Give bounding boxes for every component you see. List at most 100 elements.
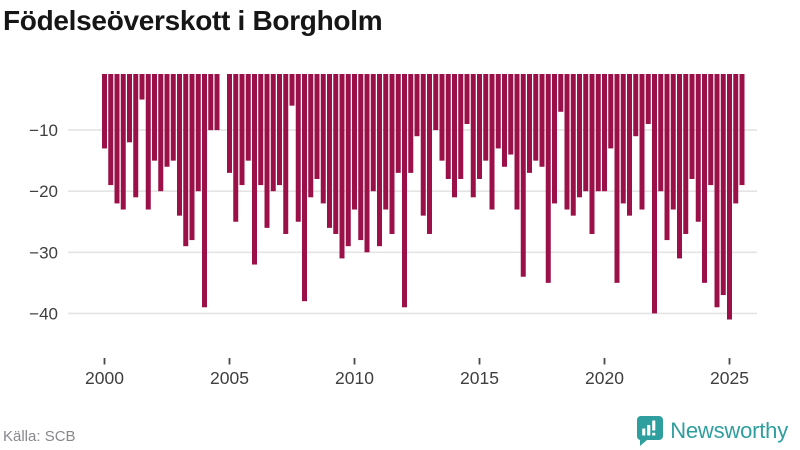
bar-2018Q2 <box>558 74 564 112</box>
bar-2001Q2 <box>133 74 139 198</box>
x-tick-label: 2005 <box>210 368 249 388</box>
bar-2001Q3 <box>139 74 145 100</box>
x-tick-label: 2015 <box>460 368 499 388</box>
bar-2023Q2 <box>683 74 689 234</box>
bar-2014Q4 <box>470 74 476 198</box>
x-tick-label: 2020 <box>585 368 624 388</box>
bar-2001Q4 <box>145 74 151 210</box>
x-tick-label: 2000 <box>85 368 124 388</box>
bar-2010Q3 <box>364 74 370 253</box>
bar-2020Q2 <box>608 74 614 149</box>
bar-2004Q3 <box>214 74 220 131</box>
bar-2022Q3 <box>664 74 670 241</box>
bar-2018Q1 <box>552 74 557 204</box>
y-tick-label: −30 <box>29 243 58 262</box>
bar-2003Q4 <box>195 74 201 192</box>
bar-2015Q3 <box>489 74 495 210</box>
bar-2002Q1 <box>152 74 157 161</box>
bar-2024Q3 <box>714 74 720 308</box>
bar-2012Q4 <box>420 74 426 216</box>
bar-2016Q4 <box>520 74 526 277</box>
bar-2005Q2 <box>233 74 239 222</box>
bar-2016Q2 <box>508 74 514 155</box>
bar-2006Q1 <box>252 74 257 265</box>
bar-2025Q3 <box>739 74 745 186</box>
source-note: Källa: SCB <box>3 428 76 445</box>
bar-2013Q2 <box>433 74 439 131</box>
x-tick-label: 2010 <box>335 368 374 388</box>
bar-2007Q1 <box>277 74 282 186</box>
bar-2003Q2 <box>183 74 189 247</box>
bar-2019Q2 <box>583 74 589 192</box>
y-tick-label: −20 <box>29 182 58 201</box>
bar-2020Q4 <box>620 74 626 204</box>
bar-2021Q3 <box>639 74 645 210</box>
bar-2005Q3 <box>239 74 245 186</box>
bar-2016Q1 <box>502 74 507 167</box>
bar-2013Q1 <box>427 74 432 234</box>
bar-2005Q4 <box>245 74 251 161</box>
bar-2022Q1 <box>652 74 657 314</box>
bar-2011Q1 <box>377 74 382 247</box>
bar-2017Q1 <box>527 74 532 173</box>
bar-2010Q4 <box>370 74 376 192</box>
bar-2018Q3 <box>564 74 570 210</box>
bar-2017Q3 <box>539 74 545 167</box>
bar-2000Q3 <box>114 74 120 204</box>
bar-2012Q3 <box>414 74 420 137</box>
bar-2014Q2 <box>458 74 464 179</box>
bar-2011Q3 <box>389 74 395 234</box>
bar-2009Q4 <box>345 74 351 247</box>
bar-2006Q4 <box>270 74 276 192</box>
y-tick-label: −10 <box>29 121 58 140</box>
bar-2011Q4 <box>395 74 401 173</box>
newsworthy-logo-icon <box>637 416 664 446</box>
bar-2023Q4 <box>695 74 701 222</box>
bar-2008Q1 <box>302 74 307 302</box>
bar-2006Q2 <box>258 74 264 186</box>
bar-2025Q1 <box>727 74 732 320</box>
bar-2015Q1 <box>477 74 482 179</box>
bar-2009Q1 <box>327 74 332 228</box>
bar-2002Q4 <box>170 74 176 161</box>
bar-2015Q4 <box>495 74 501 149</box>
bar-2008Q4 <box>320 74 326 204</box>
bar-2004Q2 <box>208 74 214 131</box>
bar-2000Q2 <box>108 74 114 186</box>
bar-2015Q2 <box>483 74 489 161</box>
bar-2010Q1 <box>352 74 357 210</box>
bar-2007Q3 <box>289 74 295 106</box>
bar-2007Q2 <box>283 74 289 234</box>
bar-2022Q2 <box>658 74 664 192</box>
bar-2023Q3 <box>689 74 695 179</box>
bar-2021Q4 <box>645 74 651 124</box>
bar-2004Q1 <box>202 74 207 308</box>
bar-2009Q2 <box>333 74 339 234</box>
bar-2018Q4 <box>570 74 576 216</box>
bar-2017Q4 <box>545 74 551 283</box>
bar-2019Q3 <box>589 74 595 234</box>
bar-2008Q3 <box>314 74 320 179</box>
bar-2012Q2 <box>408 74 414 173</box>
bar-2024Q1 <box>702 74 707 283</box>
x-tick-label: 2025 <box>710 368 749 388</box>
bar-2012Q1 <box>402 74 407 308</box>
bar-2007Q4 <box>295 74 301 222</box>
bar-2021Q1 <box>627 74 632 216</box>
bar-2013Q3 <box>439 74 445 161</box>
page-title: Födelseöverskott i Borgholm <box>3 5 383 36</box>
bar-2019Q4 <box>595 74 601 192</box>
y-tick-label: −40 <box>29 304 58 323</box>
bar-2024Q2 <box>708 74 714 186</box>
bar-2008Q2 <box>308 74 314 198</box>
bar-2003Q3 <box>189 74 195 241</box>
bar-2005Q1 <box>227 74 232 173</box>
bar-2002Q2 <box>158 74 164 192</box>
bar-2020Q1 <box>602 74 607 192</box>
bar-2014Q3 <box>464 74 470 124</box>
bar-2001Q1 <box>127 74 132 143</box>
bar-2002Q3 <box>164 74 170 167</box>
bar-2023Q1 <box>677 74 682 259</box>
bar-2019Q1 <box>577 74 582 198</box>
